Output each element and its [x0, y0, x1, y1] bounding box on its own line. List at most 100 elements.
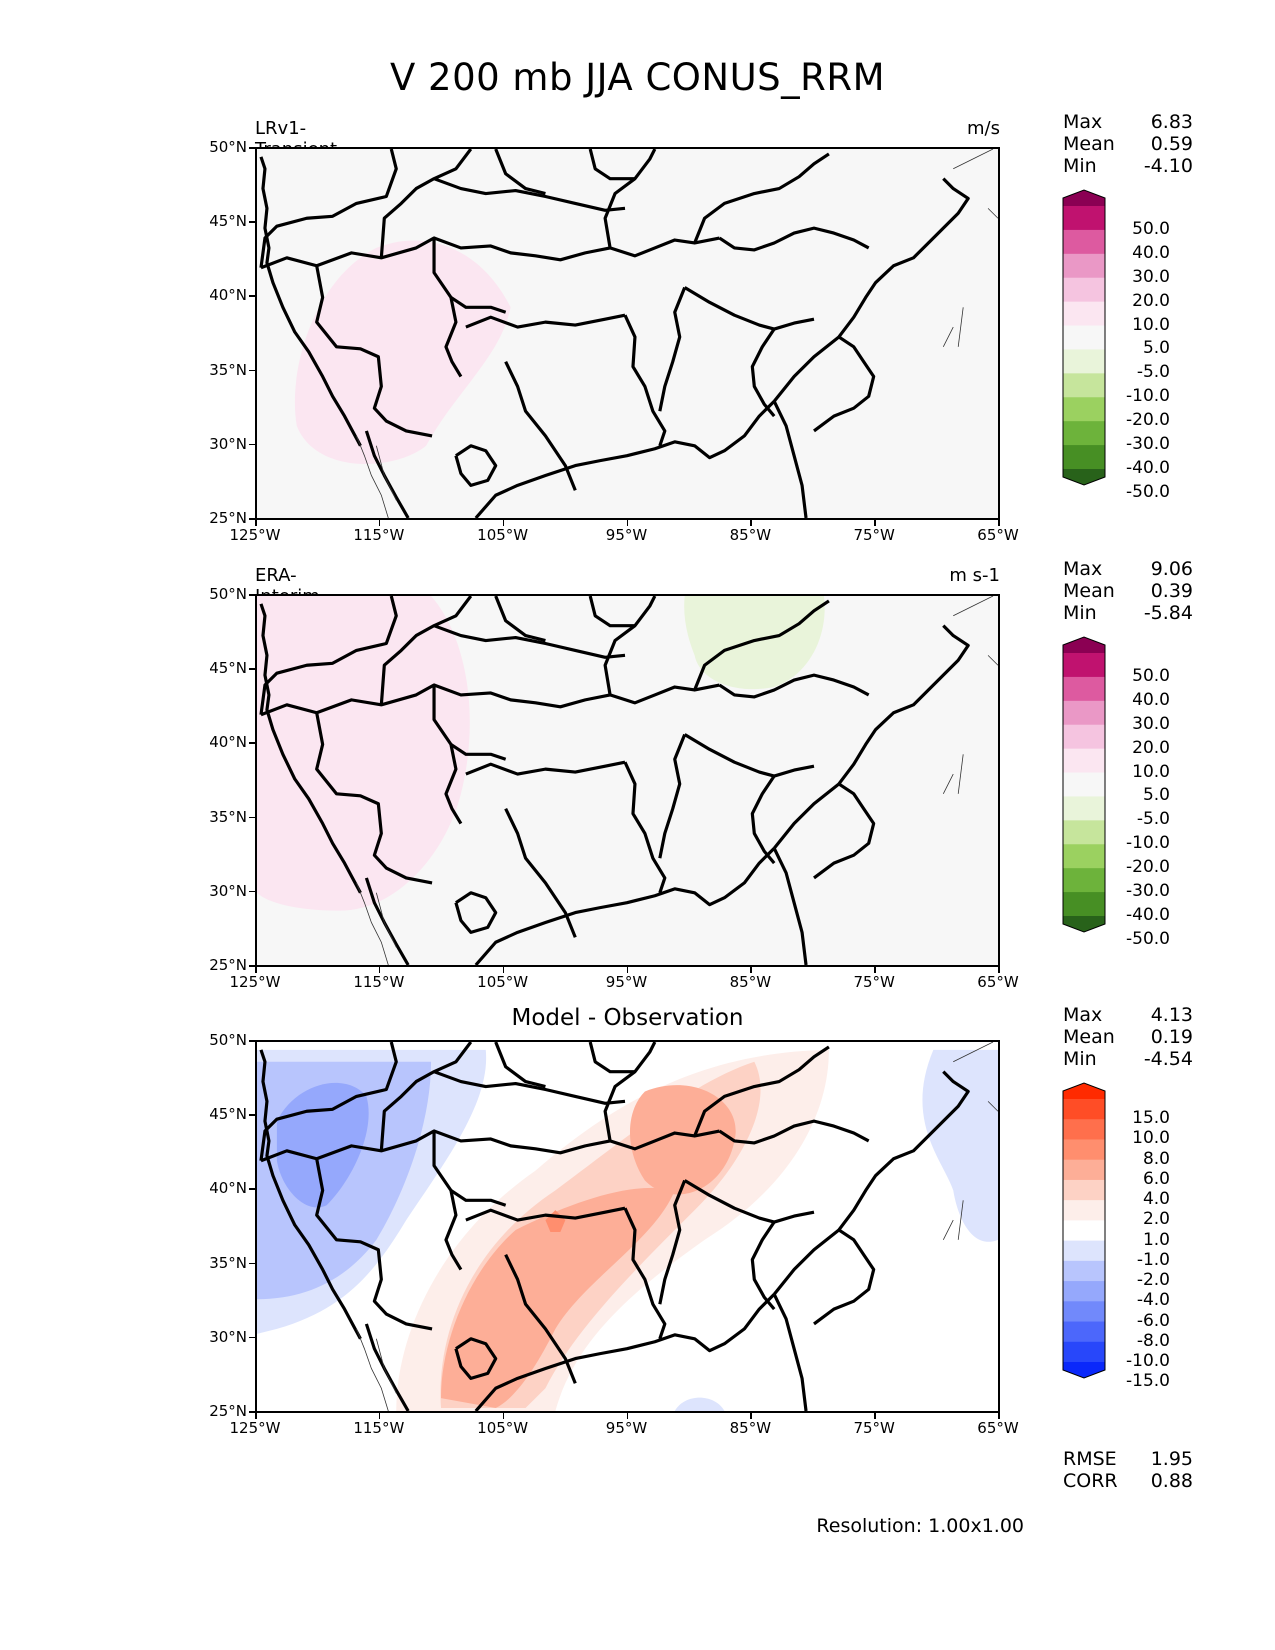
lon-tick-label: 85°W	[729, 973, 772, 991]
colorbar-block	[1063, 892, 1105, 917]
coastline-path	[772, 624, 970, 850]
lon-tick-mark	[378, 1413, 381, 1419]
colorbar-block	[1063, 724, 1105, 750]
colorbar-block	[1063, 772, 1105, 797]
lon-tick-label: 85°W	[729, 526, 772, 544]
basin-boundary-path	[683, 1179, 815, 1224]
lat-tick-mark	[249, 594, 255, 596]
stat-value: -4.10	[1143, 155, 1193, 177]
lon-tick-mark	[378, 967, 381, 973]
colorbar-tick-label: 10.0	[1132, 1128, 1170, 1149]
colorbar-tick-label: 20.0	[1132, 290, 1170, 311]
colorbar-tick-label: 5.0	[1142, 338, 1170, 359]
coastline-path	[772, 1293, 808, 1411]
colorbar-extend-min	[1063, 1362, 1105, 1378]
lon-tick-label: 95°W	[605, 526, 648, 544]
colorbar-extend-max	[1063, 190, 1105, 206]
stat-key: Max	[1063, 111, 1103, 133]
lat-tick-mark	[249, 1040, 255, 1042]
lat-tick-mark	[249, 295, 255, 297]
stat-max: Max 6.83	[1063, 111, 1193, 133]
colorbar-tick-label: -50.0	[1126, 481, 1170, 502]
lat-tick-label: 50°N	[209, 1031, 247, 1049]
stat-key: CORR	[1063, 1470, 1118, 1492]
lon-tick-mark	[874, 1413, 876, 1419]
lon-tick-mark	[255, 967, 257, 973]
colorbar	[1062, 1082, 1106, 1379]
colorbar-tick-label: 40.0	[1132, 242, 1170, 263]
basin-boundary-path	[603, 596, 657, 696]
units-label: m/s	[967, 118, 1000, 139]
colorbar-block	[1063, 1200, 1105, 1221]
lat-tick-mark	[249, 890, 255, 893]
lon-tick-label: 75°W	[853, 1419, 895, 1437]
colorbar-tick-label: 40.0	[1132, 689, 1170, 710]
basin-boundary-path	[454, 1337, 498, 1380]
colorbar-block	[1063, 301, 1105, 327]
lon-tick-mark	[750, 520, 752, 526]
basin-boundary-path	[683, 286, 815, 331]
colorbar-tick-label: -10.0	[1126, 1351, 1170, 1371]
stat-value: 1.95	[1150, 1448, 1193, 1470]
basin-boundary-path	[379, 1042, 473, 1151]
stat-value: 0.59	[1150, 133, 1193, 155]
field-layer	[257, 149, 998, 518]
stat-rmse: RMSE 1.95	[1063, 1448, 1193, 1470]
colorbar-tick-label: -15.0	[1126, 1371, 1170, 1392]
basin-boundary-path	[623, 314, 667, 447]
field-layer	[257, 1042, 998, 1411]
colorbar-block	[1063, 748, 1105, 774]
colorbar-block	[1063, 1139, 1105, 1161]
negative-anomaly-area	[674, 1397, 725, 1411]
stat-key: Min	[1063, 155, 1097, 177]
lat-tick-mark	[249, 816, 255, 819]
lon-tick-label: 75°W	[853, 973, 895, 991]
basin-boundary-path	[259, 149, 398, 268]
coastline-path	[474, 1293, 776, 1411]
colorbar-block	[1063, 700, 1105, 726]
lat-tick-mark	[249, 742, 255, 744]
colorbar-tick-label: 30.0	[1132, 266, 1170, 287]
lat-tick-mark	[249, 147, 255, 149]
colorbar-tick-label: -10.0	[1126, 833, 1170, 854]
border-thin-path	[356, 596, 998, 965]
positive-anomaly-area	[294, 240, 511, 464]
lat-tick-label: 35°N	[209, 1253, 247, 1272]
basin-boundary-path	[450, 1189, 507, 1207]
coastline-path	[772, 1070, 970, 1296]
lat-tick-mark	[249, 965, 255, 967]
basin-boundary-path	[504, 1254, 577, 1384]
colorbar-tick-label: -40.0	[1126, 905, 1170, 925]
colorbar-tick-label: -20.0	[1126, 857, 1170, 878]
stat-key: Max	[1063, 558, 1103, 580]
stat-mean: Mean 0.59	[1063, 133, 1193, 155]
lat-tick-mark	[249, 221, 255, 223]
basin-boundary-path	[623, 1207, 667, 1340]
basin-boundary-path	[813, 782, 876, 880]
colorbar-tick-label: -5.0	[1136, 362, 1170, 383]
stat-value: -5.84	[1143, 602, 1193, 624]
colorbar-block	[1063, 1179, 1105, 1201]
colorbar-extend-min	[1063, 916, 1105, 932]
colorbar-outline	[1062, 1082, 1106, 1379]
colorbar-block	[1063, 253, 1105, 279]
basin-boundary-path	[259, 1042, 398, 1161]
basin-boundary-path	[465, 1206, 626, 1222]
lat-tick-label: 45°N	[209, 659, 247, 678]
lat-tick-label: 30°N	[209, 881, 247, 900]
colorbar-outline	[1062, 189, 1106, 486]
lon-tick-label: 105°W	[477, 1419, 529, 1437]
colorbar-extend-min	[1063, 469, 1105, 485]
stat-key: Max	[1063, 1004, 1103, 1026]
colorbar-tick-label: -8.0	[1136, 1330, 1170, 1351]
lon-tick-mark	[626, 1413, 628, 1419]
lon-tick-mark	[750, 967, 752, 973]
map-panel	[255, 1040, 1000, 1413]
basin-boundary-path	[683, 733, 815, 778]
coastline-path	[259, 1049, 362, 1340]
lon-tick-label: 125°W	[229, 973, 281, 991]
basin-boundary-path	[433, 1070, 626, 1105]
stat-value: 0.39	[1150, 580, 1193, 602]
field-layer	[257, 596, 998, 965]
coastline-path	[772, 400, 808, 518]
